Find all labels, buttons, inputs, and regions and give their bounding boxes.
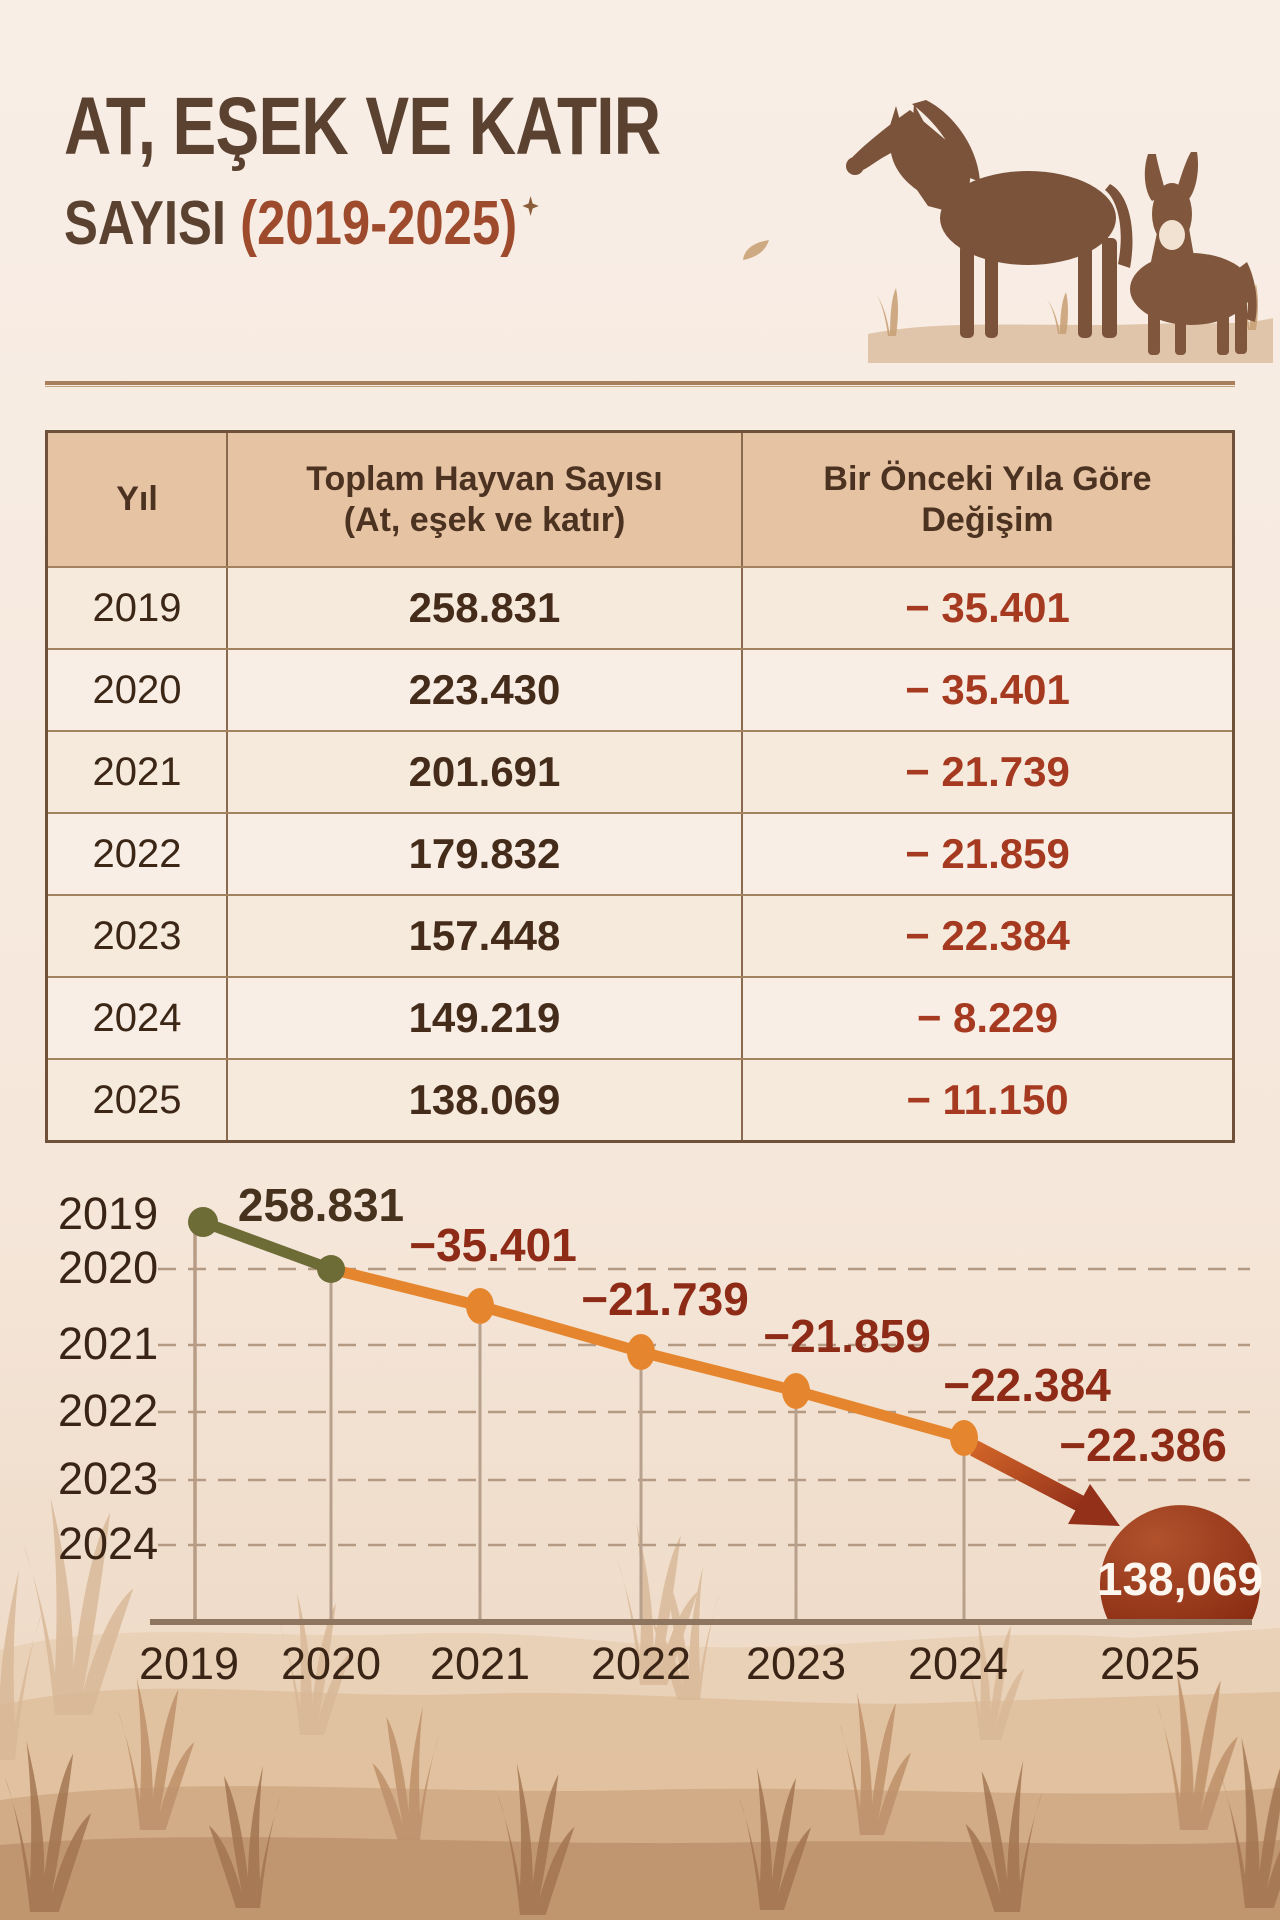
- x-axis-label-2025: 2025: [1099, 1638, 1201, 1689]
- year-cell: 2020: [48, 650, 228, 730]
- col-header-year: Yıl: [48, 433, 228, 566]
- x-axis-label-2022: 2022: [590, 1638, 692, 1689]
- end-bubble-value: 138,069: [1096, 1553, 1264, 1605]
- col-header-total-sublabel: (At, eşek ve katır): [343, 500, 626, 539]
- total-cell: 258.831: [228, 568, 743, 648]
- chart-canvas: [150, 1207, 1260, 1625]
- col-header-year-label: Yıl: [116, 480, 158, 518]
- x-axis-label-2020: 2020: [280, 1638, 382, 1689]
- year-cell: 2019: [48, 568, 228, 648]
- y-axis-label-2024: 2024: [58, 1518, 159, 1569]
- change-cell: − 35.401: [905, 584, 1070, 631]
- year-cell: 2023: [48, 896, 228, 976]
- total-cell: 223.430: [228, 650, 743, 730]
- point-label-change-4: −22.384: [943, 1359, 1111, 1411]
- point-label-change-2: −21.739: [581, 1273, 749, 1325]
- grass-scenery-bottom: [0, 1500, 1280, 1920]
- total-cell: 157.448: [228, 896, 743, 976]
- header: AT, EŞEK VE KATIR SAYISI (2019-2025): [64, 80, 784, 259]
- decline-arrow-head: [1068, 1484, 1120, 1526]
- y-axis-label-2020: 2020: [58, 1242, 159, 1293]
- point-label-change-3: −21.859: [763, 1310, 931, 1362]
- data-point-2020: [317, 1255, 345, 1283]
- change-cell: − 21.739: [905, 748, 1070, 795]
- data-point-2022: [627, 1334, 655, 1370]
- change-cell: − 22.384: [905, 912, 1070, 959]
- total-cell: 179.832: [228, 814, 743, 894]
- sparkle-icon: [522, 196, 539, 216]
- y-axis-label-2022: 2022: [58, 1385, 159, 1436]
- x-axis-label-2024: 2024: [907, 1638, 1009, 1689]
- table-row: 2023 157.448 − 22.384: [48, 894, 1232, 976]
- data-point-2019: [188, 1207, 218, 1237]
- year-cell: 2025: [48, 1060, 228, 1140]
- x-axis-label-2023: 2023: [745, 1638, 847, 1689]
- col-header-total-label: Toplam Hayvan Sayısı: [306, 459, 663, 498]
- year-cell: 2024: [48, 978, 228, 1058]
- table-header-row: Yıl Toplam Hayvan Sayısı (At, eşek ve ka…: [48, 433, 1232, 566]
- col-header-total: Toplam Hayvan Sayısı (At, eşek ve katır): [228, 433, 743, 566]
- x-axis-label-2021: 2021: [429, 1638, 531, 1689]
- data-table: Yıl Toplam Hayvan Sayısı (At, eşek ve ka…: [45, 430, 1235, 1143]
- col-header-change-sublabel: Değişim: [921, 500, 1054, 539]
- year-cell: 2021: [48, 732, 228, 812]
- decline-chart: 2019 2020 2021 2022 2023 2024 258.831 −3…: [0, 1160, 1280, 1720]
- total-cell: 149.219: [228, 978, 743, 1058]
- change-cell: − 8.229: [916, 994, 1059, 1041]
- data-point-2021: [466, 1288, 494, 1324]
- decline-arrow-shaft: [970, 1440, 1089, 1514]
- y-axis-label-2021: 2021: [58, 1318, 159, 1369]
- x-axis-label-2019: 2019: [138, 1638, 240, 1689]
- table-row: 2025 138.069 − 11.150: [48, 1058, 1232, 1140]
- change-cell: − 35.401: [905, 666, 1070, 713]
- donkey-silhouette: [1130, 152, 1257, 355]
- y-axis-label-2023: 2023: [58, 1453, 159, 1504]
- subtitle-year-range: (2019-2025): [240, 189, 518, 258]
- change-cell: − 21.859: [905, 830, 1070, 877]
- subtitle-word: SAYISI: [64, 189, 227, 258]
- donkey-muzzle: [1159, 220, 1185, 250]
- y-axis-label-2019: 2019: [58, 1188, 159, 1239]
- end-value-bubble: [1100, 1505, 1260, 1622]
- data-point-2023: [782, 1373, 810, 1409]
- col-header-change: Bir Önceki Yıla Göre Değişim: [743, 433, 1232, 566]
- point-label-change-1: −35.401: [409, 1219, 577, 1271]
- header-divider: [45, 381, 1235, 387]
- table-row: 2020 223.430 − 35.401: [48, 648, 1232, 730]
- horse-silhouette: [846, 100, 1133, 338]
- drop-lines: [329, 1272, 966, 1620]
- year-cell: 2022: [48, 814, 228, 894]
- col-header-change-label: Bir Önceki Yıla Göre: [823, 459, 1152, 498]
- point-label-start: 258.831: [237, 1179, 405, 1231]
- horse-donkey-illustration: [743, 100, 1273, 363]
- table-row: 2021 201.691 − 21.739: [48, 730, 1232, 812]
- table-row: 2019 258.831 − 35.401: [48, 566, 1232, 648]
- page-subtitle: SAYISI (2019-2025): [64, 188, 654, 259]
- table-row: 2024 149.219 − 8.229: [48, 976, 1232, 1058]
- data-point-2024: [950, 1420, 978, 1456]
- point-label-change-5: −22.386: [1059, 1419, 1227, 1471]
- line-segment-olive: [197, 1216, 337, 1275]
- page-title: AT, EŞEK VE KATIR: [64, 81, 661, 172]
- change-cell: − 11.150: [906, 1076, 1069, 1123]
- total-cell: 138.069: [228, 1060, 743, 1140]
- ground-grass: [868, 318, 1273, 363]
- table-row: 2022 179.832 − 21.859: [48, 812, 1232, 894]
- total-cell: 201.691: [228, 732, 743, 812]
